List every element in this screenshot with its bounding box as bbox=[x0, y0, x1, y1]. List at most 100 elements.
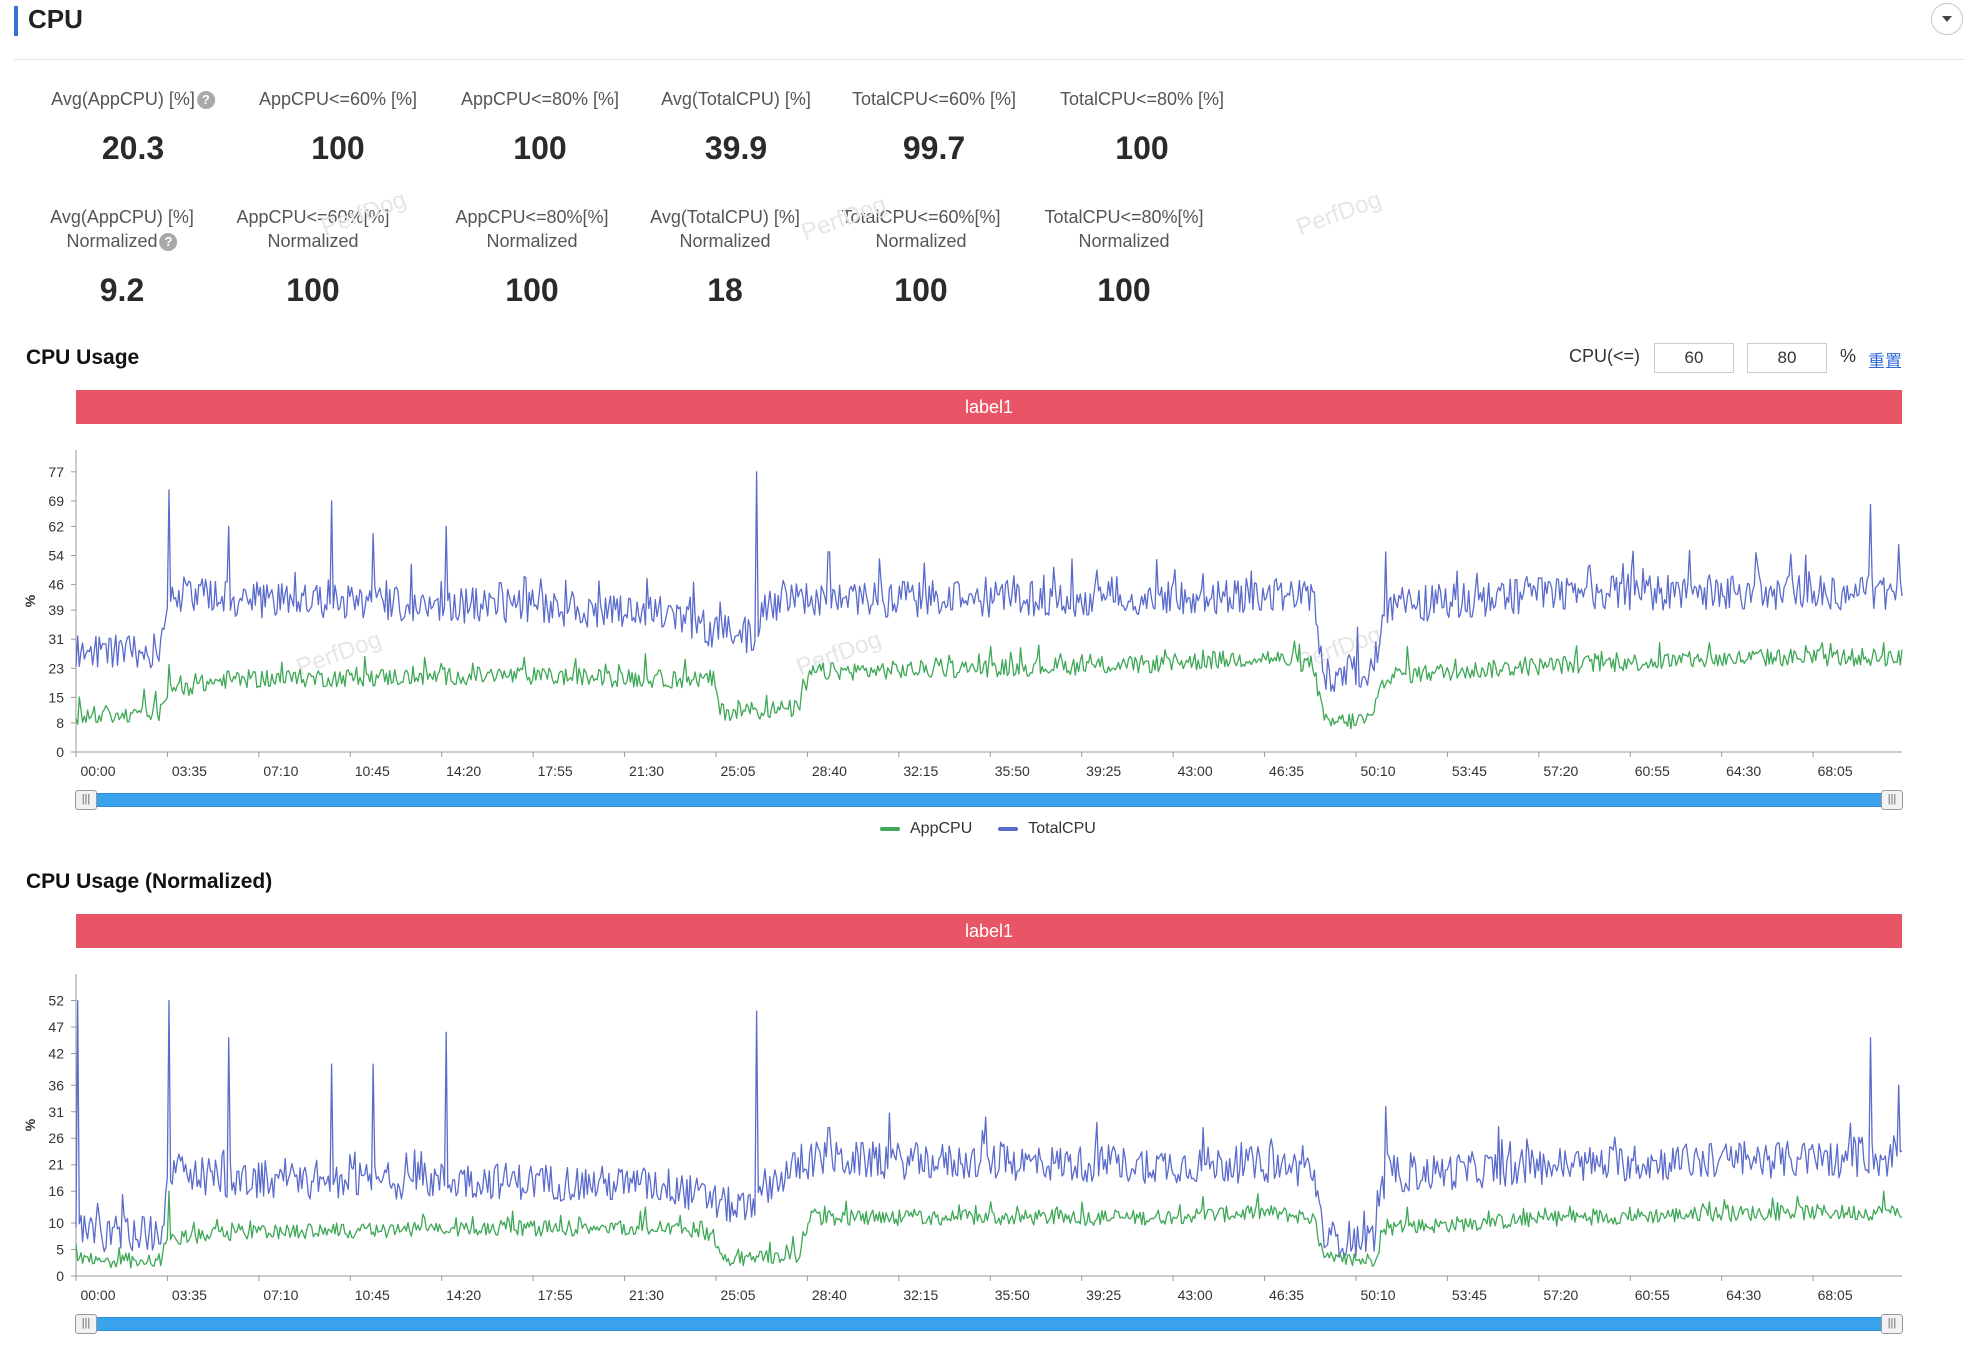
x-tick-label: 21:30 bbox=[629, 763, 664, 779]
metric-value: 100 bbox=[1115, 130, 1169, 166]
chart-title-cpu-usage: CPU Usage bbox=[26, 346, 140, 369]
slider-handle-right[interactable]: ||| bbox=[1881, 1314, 1903, 1334]
metric-label: AppCPU<=60% [%] bbox=[259, 87, 417, 111]
x-tick-label: 35:50 bbox=[995, 1287, 1030, 1303]
metric-value: 9.2 bbox=[99, 272, 145, 308]
metric-label-line2: Normalized bbox=[236, 229, 389, 253]
label-banner[interactable]: label1 bbox=[76, 390, 1902, 424]
label-banner[interactable]: label1 bbox=[76, 914, 1902, 948]
metric-value: 100 bbox=[894, 272, 948, 308]
header-divider bbox=[14, 59, 1964, 60]
y-tick-label: 5 bbox=[56, 1242, 64, 1258]
metric-value: 100 bbox=[1097, 272, 1151, 308]
metric-label: TotalCPU<=60%[%] Normalized bbox=[841, 205, 1000, 253]
y-tick-label: 77 bbox=[48, 464, 64, 480]
y-tick-label: 0 bbox=[56, 744, 64, 760]
help-icon[interactable]: ? bbox=[196, 91, 215, 110]
x-tick-label: 28:40 bbox=[812, 1287, 847, 1303]
legend-swatch-icon bbox=[880, 827, 900, 831]
x-tick-label: 35:50 bbox=[995, 763, 1030, 779]
metric-label-text: TotalCPU<=80% [%] bbox=[1059, 89, 1225, 109]
legend-item-appcpu[interactable]: AppCPU bbox=[880, 820, 972, 838]
metric-value: 39.9 bbox=[704, 130, 768, 166]
threshold-label: CPU(<=) bbox=[1569, 346, 1641, 366]
metric-label-line2-text: Normalized bbox=[679, 231, 771, 251]
metric-label: Avg(AppCPU) [%]? bbox=[51, 87, 215, 111]
x-tick-label: 64:30 bbox=[1726, 763, 1761, 779]
metric-label-text: TotalCPU<=60% [%] bbox=[851, 89, 1017, 109]
metric-label: Avg(TotalCPU) [%] Normalized bbox=[650, 205, 800, 253]
y-tick-label: 16 bbox=[48, 1183, 64, 1199]
metric-label-line2: Normalized bbox=[841, 229, 1000, 253]
y-tick-label: 54 bbox=[48, 548, 64, 564]
y-tick-label: 15 bbox=[48, 689, 64, 705]
metric-label: AppCPU<=80% [%] bbox=[461, 87, 619, 111]
y-tick-label: 8 bbox=[56, 715, 64, 731]
help-icon[interactable]: ? bbox=[159, 233, 178, 252]
watermark: PerfDog bbox=[1292, 185, 1385, 242]
chart-title-cpu-usage-normalized: CPU Usage (Normalized) bbox=[26, 870, 273, 893]
metric-label: TotalCPU<=60% [%] bbox=[852, 87, 1016, 111]
series-line-appcpu[interactable] bbox=[75, 1190, 1903, 1269]
metric-label: Avg(TotalCPU) [%] bbox=[661, 87, 811, 111]
collapse-button[interactable] bbox=[1931, 3, 1963, 35]
metric-label-line1: Avg(AppCPU) [%] bbox=[50, 207, 194, 227]
x-tick-label: 03:35 bbox=[172, 1287, 207, 1303]
series-line-totalcpu[interactable] bbox=[75, 471, 1903, 693]
y-tick-label: 52 bbox=[48, 992, 64, 1008]
y-tick-label: 21 bbox=[48, 1157, 64, 1173]
metric-value: 18 bbox=[707, 272, 743, 308]
x-tick-label: 46:35 bbox=[1269, 1287, 1304, 1303]
metric-label-line2-text: Normalized bbox=[267, 231, 359, 251]
x-tick-label: 00:00 bbox=[80, 763, 115, 779]
metric-label: Avg(AppCPU) [%] Normalized? bbox=[50, 205, 194, 253]
slider-handle-left[interactable]: ||| bbox=[75, 790, 97, 810]
threshold-input-1[interactable] bbox=[1654, 343, 1734, 373]
time-range-slider-normalized[interactable]: ||| ||| bbox=[75, 1314, 1903, 1334]
threshold-input-2[interactable] bbox=[1747, 343, 1827, 373]
slider-handle-left[interactable]: ||| bbox=[75, 1314, 97, 1334]
metric-label-line2-text: Normalized bbox=[66, 231, 158, 251]
metric-value: 100 bbox=[286, 272, 340, 308]
metric-label-text: AppCPU<=60% [%] bbox=[258, 89, 418, 109]
y-tick-label: 36 bbox=[48, 1077, 64, 1093]
metric-label-text: Avg(AppCPU) [%] bbox=[51, 89, 195, 109]
x-tick-label: 60:55 bbox=[1635, 1287, 1670, 1303]
metric-label-line2-text: Normalized bbox=[1078, 231, 1170, 251]
time-range-slider[interactable]: ||| ||| bbox=[75, 790, 1903, 810]
metric-label-line2-text: Normalized bbox=[875, 231, 967, 251]
metric-label-line2-text: Normalized bbox=[486, 231, 578, 251]
metric-label: TotalCPU<=80%[%] Normalized bbox=[1044, 205, 1203, 253]
metric-label: TotalCPU<=80% [%] bbox=[1060, 87, 1224, 111]
x-tick-label: 10:45 bbox=[355, 1287, 390, 1303]
metric-value: 100 bbox=[505, 272, 559, 308]
x-tick-label: 00:00 bbox=[80, 1287, 115, 1303]
legend-label: AppCPU bbox=[910, 820, 973, 837]
metric-value: 100 bbox=[311, 130, 365, 166]
x-tick-label: 17:55 bbox=[538, 1287, 573, 1303]
metric-label-line2: Normalized? bbox=[50, 229, 194, 253]
cpu-usage-normalized-chart: 0 5 10 16 21 26 31 36 42 47 52% 00:00 03:35 07:10 10:4… bbox=[22, 974, 1903, 1303]
y-tick-label: 10 bbox=[48, 1215, 64, 1231]
series-line-appcpu[interactable] bbox=[75, 640, 1903, 730]
metric-value: 20.3 bbox=[101, 130, 165, 166]
series-line-totalcpu[interactable] bbox=[75, 999, 1903, 1258]
metric-label-line1: AppCPU<=60%[%] bbox=[236, 207, 390, 227]
legend-label: TotalCPU bbox=[1028, 820, 1096, 837]
reset-link[interactable]: 重置 bbox=[1868, 352, 1902, 371]
y-axis-label: % bbox=[22, 1118, 38, 1131]
x-tick-label: 39:25 bbox=[1086, 1287, 1121, 1303]
slider-handle-right[interactable]: ||| bbox=[1881, 790, 1903, 810]
x-tick-label: 21:30 bbox=[629, 1287, 664, 1303]
legend-item-totalcpu[interactable]: TotalCPU bbox=[998, 820, 1096, 838]
chevron-down-icon bbox=[1942, 16, 1952, 22]
metric-label-line2: Normalized bbox=[650, 229, 800, 253]
x-tick-label: 10:45 bbox=[355, 763, 390, 779]
x-tick-label: 25:05 bbox=[720, 763, 755, 779]
metric-label-line2: Normalized bbox=[1044, 229, 1203, 253]
section-accent-bar bbox=[14, 6, 18, 36]
x-tick-label: 03:35 bbox=[172, 763, 207, 779]
x-tick-label: 07:10 bbox=[263, 763, 298, 779]
x-tick-label: 64:30 bbox=[1726, 1287, 1761, 1303]
x-tick-label: 39:25 bbox=[1086, 763, 1121, 779]
